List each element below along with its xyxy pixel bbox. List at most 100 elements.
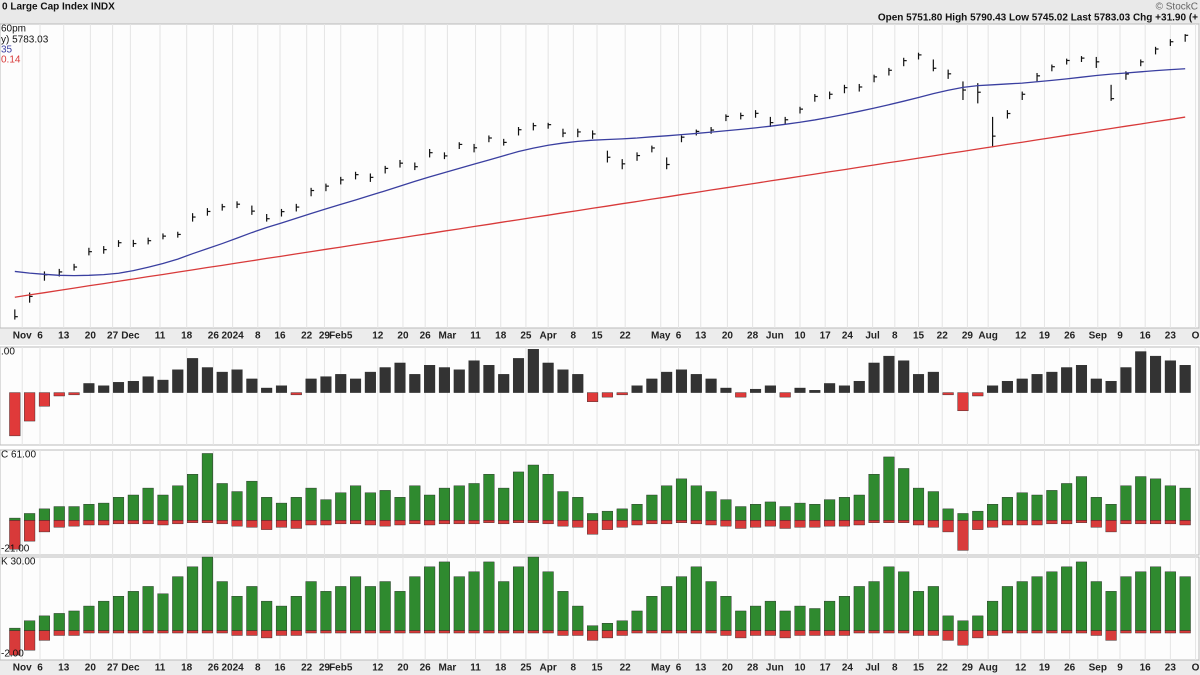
bar — [987, 600, 999, 631]
x-tick-label: 25 — [520, 331, 532, 342]
bar — [838, 385, 850, 393]
bar — [468, 483, 480, 521]
bar — [246, 630, 258, 636]
bar — [320, 630, 332, 634]
bar — [838, 630, 850, 636]
bar — [68, 506, 80, 521]
bar — [364, 492, 376, 521]
bar — [24, 630, 36, 651]
bar — [409, 576, 421, 631]
bar — [750, 630, 762, 636]
bar — [350, 630, 362, 634]
bar — [557, 520, 569, 527]
x-tick-label: 29 — [962, 663, 974, 674]
bar — [987, 630, 999, 636]
x-tick-label: Apr — [540, 331, 557, 342]
x-tick-label: Jun — [766, 663, 784, 674]
bar — [53, 520, 65, 528]
x-tick-label: 26 — [420, 331, 432, 342]
x-tick-label: Dec — [121, 331, 140, 342]
bar — [572, 605, 584, 631]
moving-average — [14, 68, 1186, 277]
bar — [1046, 371, 1058, 393]
bar — [68, 610, 80, 631]
bar — [305, 487, 317, 521]
bar — [631, 520, 643, 526]
bar — [320, 376, 332, 393]
bar — [305, 581, 317, 631]
bar — [290, 630, 302, 636]
x-tick-label: 20 — [85, 663, 97, 674]
bar — [98, 630, 110, 634]
x-tick-label: 8 — [892, 331, 898, 342]
bar — [275, 605, 288, 631]
bar — [1120, 520, 1132, 525]
bar — [572, 374, 584, 393]
bar — [409, 485, 421, 521]
bar — [512, 471, 525, 521]
x-tick-label: Sep — [1089, 331, 1107, 342]
bar — [424, 566, 436, 631]
bar — [498, 374, 510, 393]
header-bar — [0, 0, 1200, 24]
bar — [794, 520, 806, 528]
bar — [912, 591, 925, 631]
bar — [498, 520, 510, 525]
bar — [764, 520, 776, 527]
bar — [483, 365, 495, 393]
x-tick-label: Dec — [121, 663, 140, 674]
bar — [127, 520, 139, 525]
bar — [1105, 520, 1117, 533]
bar — [275, 502, 288, 521]
bar — [616, 508, 628, 521]
bar — [498, 487, 510, 521]
bar — [335, 630, 347, 634]
bar — [705, 378, 717, 393]
x-tick-label: 2024 — [221, 331, 244, 342]
bar — [335, 586, 347, 631]
bar — [735, 610, 747, 631]
bar — [824, 383, 836, 393]
bar — [1090, 378, 1102, 393]
bar — [1090, 581, 1102, 631]
bar — [616, 520, 628, 528]
bar — [898, 520, 910, 523]
bar — [587, 513, 599, 521]
bar — [68, 520, 80, 527]
bar — [453, 630, 465, 634]
bar — [172, 369, 184, 393]
bar — [705, 630, 717, 634]
bar — [438, 520, 450, 525]
bar — [1105, 591, 1117, 631]
bar — [394, 520, 406, 526]
bar — [972, 392, 984, 397]
bar — [261, 630, 273, 639]
bar — [987, 520, 999, 528]
bar — [1046, 490, 1058, 521]
bar — [853, 520, 865, 526]
bar — [394, 362, 406, 393]
bar — [1164, 571, 1176, 631]
bar — [483, 561, 495, 631]
x-tick-label: 23 — [1165, 663, 1177, 674]
bar — [957, 630, 969, 646]
bar — [142, 376, 154, 393]
bar — [201, 556, 213, 631]
x-tick-label: 6 — [37, 331, 43, 342]
bar — [83, 504, 95, 521]
bar — [542, 520, 554, 525]
bar — [187, 358, 199, 393]
x-tick-label: 22 — [620, 331, 632, 342]
bar — [779, 630, 791, 639]
bar — [1150, 355, 1162, 393]
bar — [1150, 520, 1162, 525]
bar — [290, 596, 302, 631]
bar — [424, 520, 436, 526]
bar — [320, 591, 332, 631]
bar — [750, 520, 762, 528]
bar — [512, 566, 525, 631]
bar — [438, 487, 450, 521]
x-tick-label: 11 — [470, 331, 481, 342]
bar — [957, 392, 969, 412]
x-tick-label: 11 — [470, 663, 481, 674]
